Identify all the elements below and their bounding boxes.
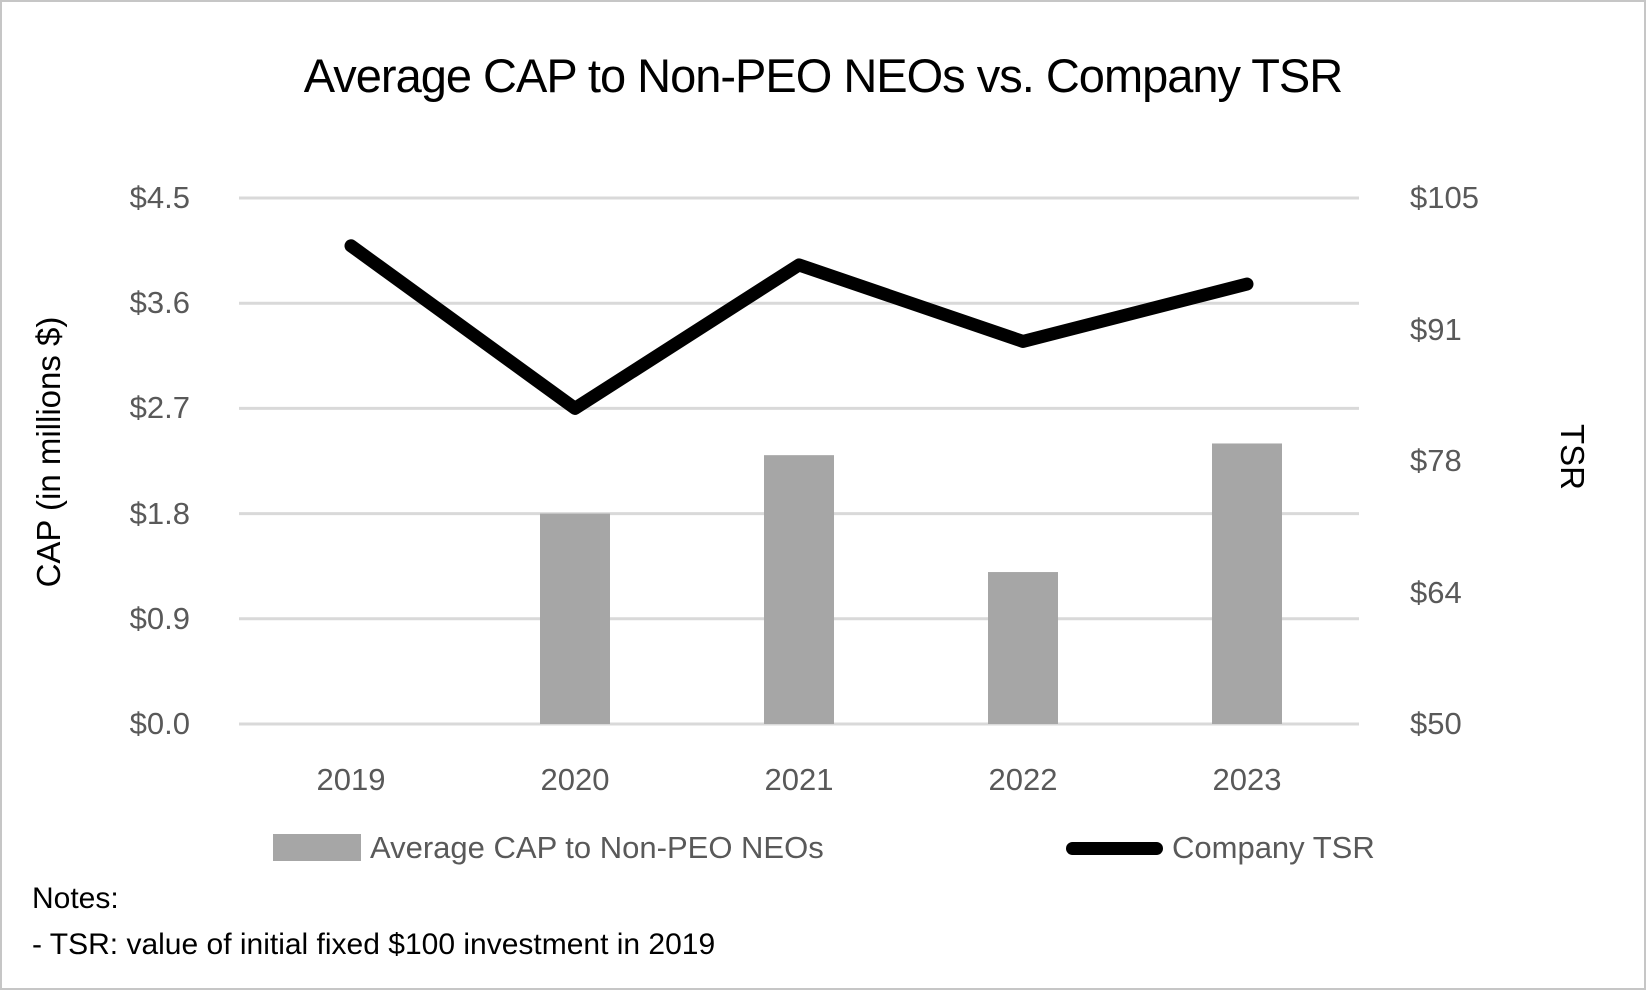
bar-2022	[988, 572, 1058, 724]
axis-tick-label: $2.7	[129, 390, 190, 426]
axis-tick-label: $91	[1410, 311, 1462, 347]
chart-title: Average CAP to Non-PEO NEOs vs. Company …	[303, 49, 1343, 102]
bar-2020	[540, 513, 610, 724]
bar-2021	[764, 455, 834, 724]
category-label: 2023	[1212, 762, 1282, 797]
bar-2023	[1212, 443, 1282, 724]
axis-tick-label: $64	[1410, 574, 1462, 610]
legend-line-label: Company TSR	[1172, 830, 1375, 865]
tsr-line	[344, 239, 1254, 415]
axis-tick-label: $3.6	[129, 285, 190, 321]
notes-heading: Notes:	[32, 882, 119, 915]
notes-line: - TSR: value of initial fixed $100 inves…	[32, 928, 716, 961]
category-label: 2020	[540, 762, 610, 797]
category-label: 2019	[316, 762, 386, 797]
axis-tick-label: $1.8	[129, 495, 190, 531]
axis-tick-label: $0.9	[129, 600, 190, 636]
axis-tick-label: $50	[1410, 706, 1462, 741]
axis-tick-label: $0.0	[129, 706, 190, 741]
legend-line-swatch	[1066, 842, 1163, 855]
legend-bar-swatch	[273, 834, 361, 861]
right-axis-title: TSR	[1554, 424, 1591, 490]
category-label: 2021	[764, 762, 834, 797]
left-axis-title: CAP (in millions $)	[30, 316, 67, 588]
legend-bar-label: Average CAP to Non-PEO NEOs	[370, 830, 824, 865]
axis-tick-label: $4.5	[129, 180, 190, 215]
axis-tick-label: $105	[1410, 180, 1479, 215]
category-label: 2022	[988, 762, 1058, 797]
axis-tick-label: $78	[1410, 443, 1462, 478]
